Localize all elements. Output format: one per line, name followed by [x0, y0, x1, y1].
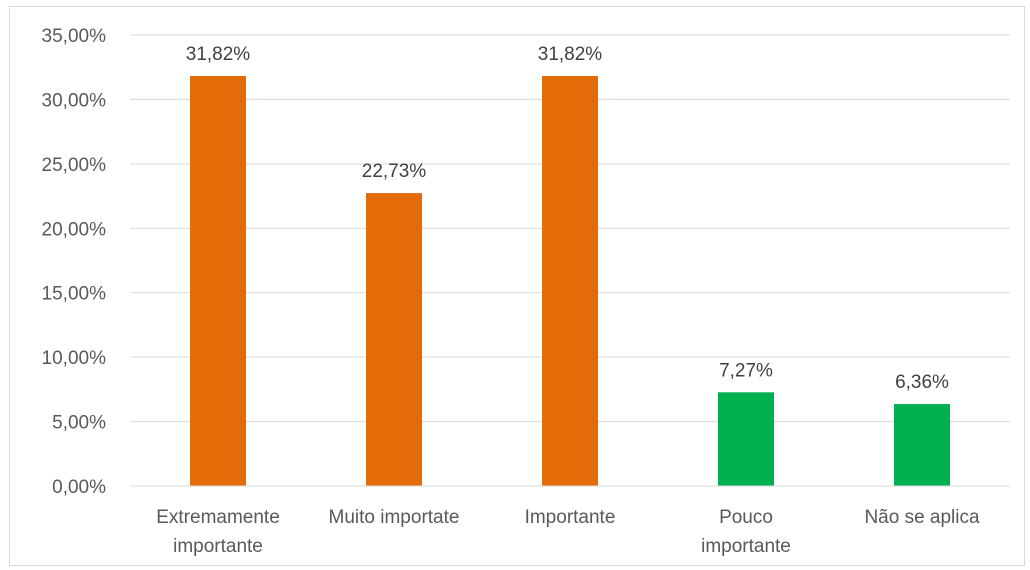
- x-category-label: Não se aplica: [864, 507, 980, 528]
- data-labels: 31,82% 22,73% 31,82% 7,27% 6,36%: [186, 44, 949, 393]
- data-label: 31,82%: [538, 44, 603, 65]
- y-axis: 0,00% 5,00% 10,00% 15,00% 20,00% 25,00% 30,00%…: [42, 26, 107, 498]
- bar: [894, 404, 950, 486]
- data-label: 6,36%: [895, 372, 949, 393]
- y-tick-label: 5,00%: [52, 413, 106, 434]
- x-category-label: Muito importate: [329, 507, 460, 528]
- y-tick-label: 25,00%: [42, 155, 107, 176]
- x-category-label: Importante: [525, 507, 616, 528]
- data-label: 22,73%: [362, 161, 427, 182]
- x-category-label: importante: [701, 536, 791, 557]
- data-label: 31,82%: [186, 44, 251, 65]
- y-tick-label: 0,00%: [52, 477, 106, 498]
- x-axis: Extremamente importante Muito importate Imp…: [130, 485, 1010, 557]
- data-label: 7,27%: [719, 360, 773, 381]
- bar: [718, 392, 774, 486]
- bar: [190, 75, 246, 487]
- y-tick-label: 15,00%: [42, 284, 107, 305]
- y-tick-label: 30,00%: [42, 90, 107, 111]
- x-category-label: Pouco: [719, 507, 773, 528]
- bar: [366, 193, 422, 486]
- y-tick-label: 35,00%: [42, 26, 107, 47]
- y-tick-label: 10,00%: [42, 348, 107, 369]
- bars: [190, 75, 950, 487]
- bar: [542, 75, 598, 487]
- y-tick-label: 20,00%: [42, 219, 107, 240]
- x-category-label: Extremamente: [156, 507, 280, 528]
- x-category-label: importante: [173, 536, 263, 557]
